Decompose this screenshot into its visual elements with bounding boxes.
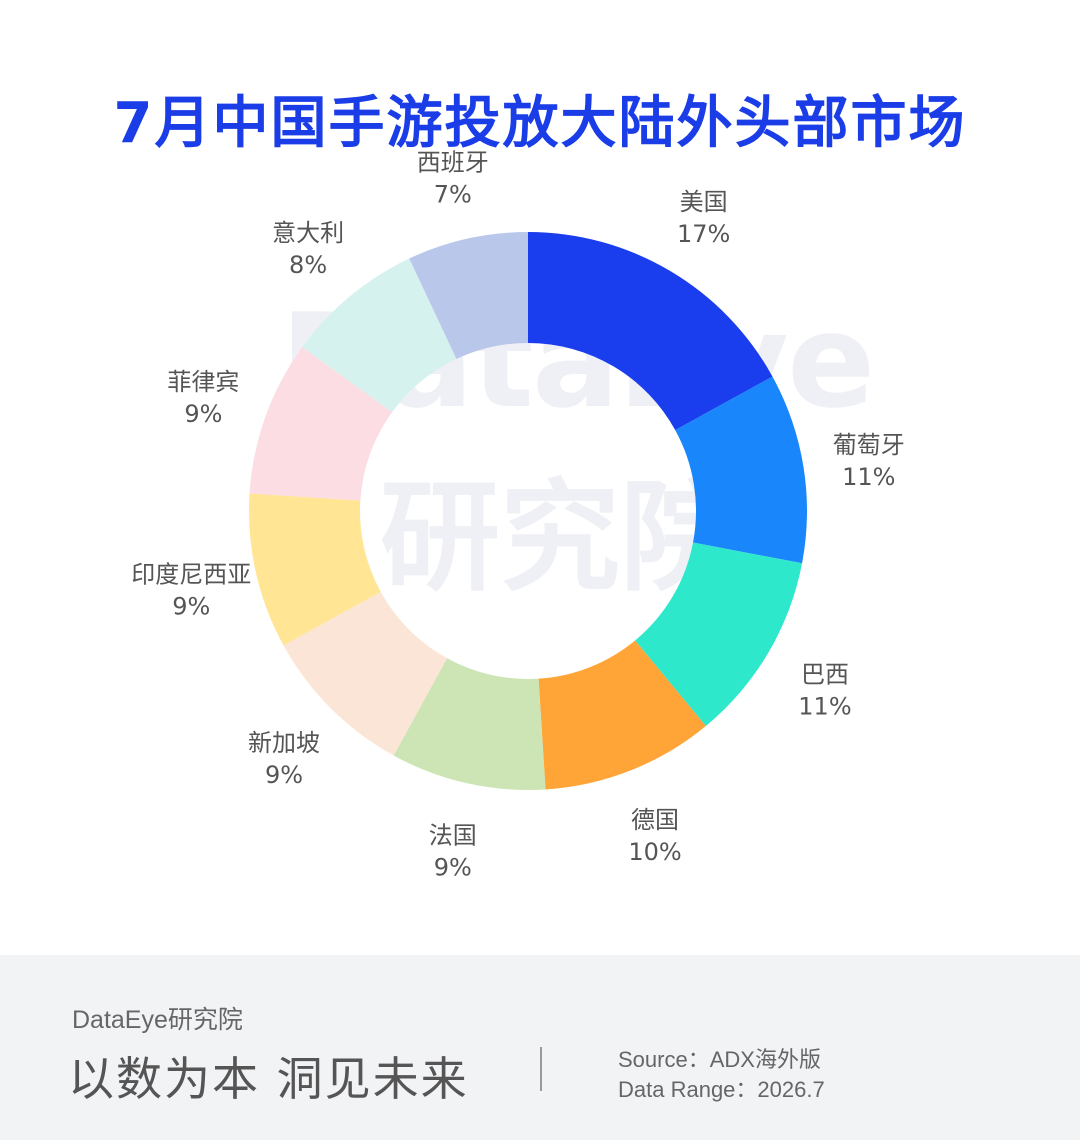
slice-label-0: 美国 17% — [677, 188, 730, 248]
footer: DataEye研究院 以数为本 洞见未来 Source：ADX海外版 Data … — [0, 955, 1080, 1140]
donut-slice-0 — [528, 232, 773, 431]
value-label: 7% — [434, 180, 472, 208]
category-label: 印度尼西亚 — [131, 560, 251, 588]
slice-label-3: 德国 10% — [628, 806, 681, 866]
footer-divider — [540, 1047, 542, 1091]
source-text: Source：ADX海外版 — [618, 1047, 821, 1072]
category-label: 美国 — [680, 188, 728, 216]
chart-area: DataEye 研究院 美国 17% 葡萄牙 11% 巴西 11% 德国 10% 法国 9% 新加坡… — [131, 148, 905, 882]
category-label: 法国 — [429, 822, 477, 850]
value-label: 17% — [677, 220, 730, 248]
date-range-text: Data Range：2026.7 — [618, 1077, 825, 1102]
value-label: 10% — [628, 838, 681, 866]
donut-slice-7 — [249, 347, 393, 501]
slice-label-4: 法国 9% — [429, 822, 477, 882]
category-label: 德国 — [631, 806, 679, 834]
value-label: 9% — [434, 854, 472, 882]
category-label: 西班牙 — [417, 148, 489, 176]
footer-brand: DataEye研究院 — [72, 1006, 243, 1034]
donut-slice-1 — [675, 376, 807, 564]
slice-label-7: 菲律宾 9% — [167, 368, 239, 428]
value-label: 9% — [265, 761, 303, 789]
donut-chart: 美国17%葡萄牙11%巴西11%德国10%法国9%新加坡9%印度尼西亚9%菲律宾… — [131, 148, 905, 882]
donut-slice-8 — [302, 258, 457, 413]
donut-slice-3 — [538, 640, 706, 790]
value-label: 11% — [842, 463, 895, 491]
chart-title: 7月中国手游投放大陆外头部市场 — [113, 91, 967, 156]
category-label: 新加坡 — [248, 729, 320, 757]
value-label: 9% — [184, 400, 222, 428]
donut-slice-4 — [393, 658, 546, 790]
donut-slice-6 — [249, 493, 381, 646]
value-label: 9% — [172, 592, 210, 620]
slice-label-6: 印度尼西亚 9% — [131, 560, 251, 620]
slice-label-5: 新加坡 9% — [248, 729, 320, 789]
donut-slice-9 — [409, 232, 528, 359]
slice-label-1: 葡萄牙 11% — [833, 431, 905, 491]
category-label: 巴西 — [801, 661, 849, 689]
category-label: 意大利 — [272, 219, 344, 247]
footer-slogan: 以数为本 洞见未来 — [68, 1052, 469, 1106]
slice-label-8: 意大利 8% — [272, 219, 344, 279]
donut-slice-5 — [283, 591, 448, 756]
category-label: 菲律宾 — [167, 368, 239, 396]
slice-label-9: 西班牙 7% — [417, 148, 489, 208]
footer-source-block: Source：ADX海外版 Data Range：2026.7 — [618, 1045, 825, 1105]
value-label: 8% — [289, 251, 327, 279]
value-label: 11% — [798, 693, 851, 721]
category-label: 葡萄牙 — [833, 431, 905, 459]
donut-slice-2 — [635, 542, 803, 726]
slice-label-2: 巴西 11% — [798, 661, 851, 721]
